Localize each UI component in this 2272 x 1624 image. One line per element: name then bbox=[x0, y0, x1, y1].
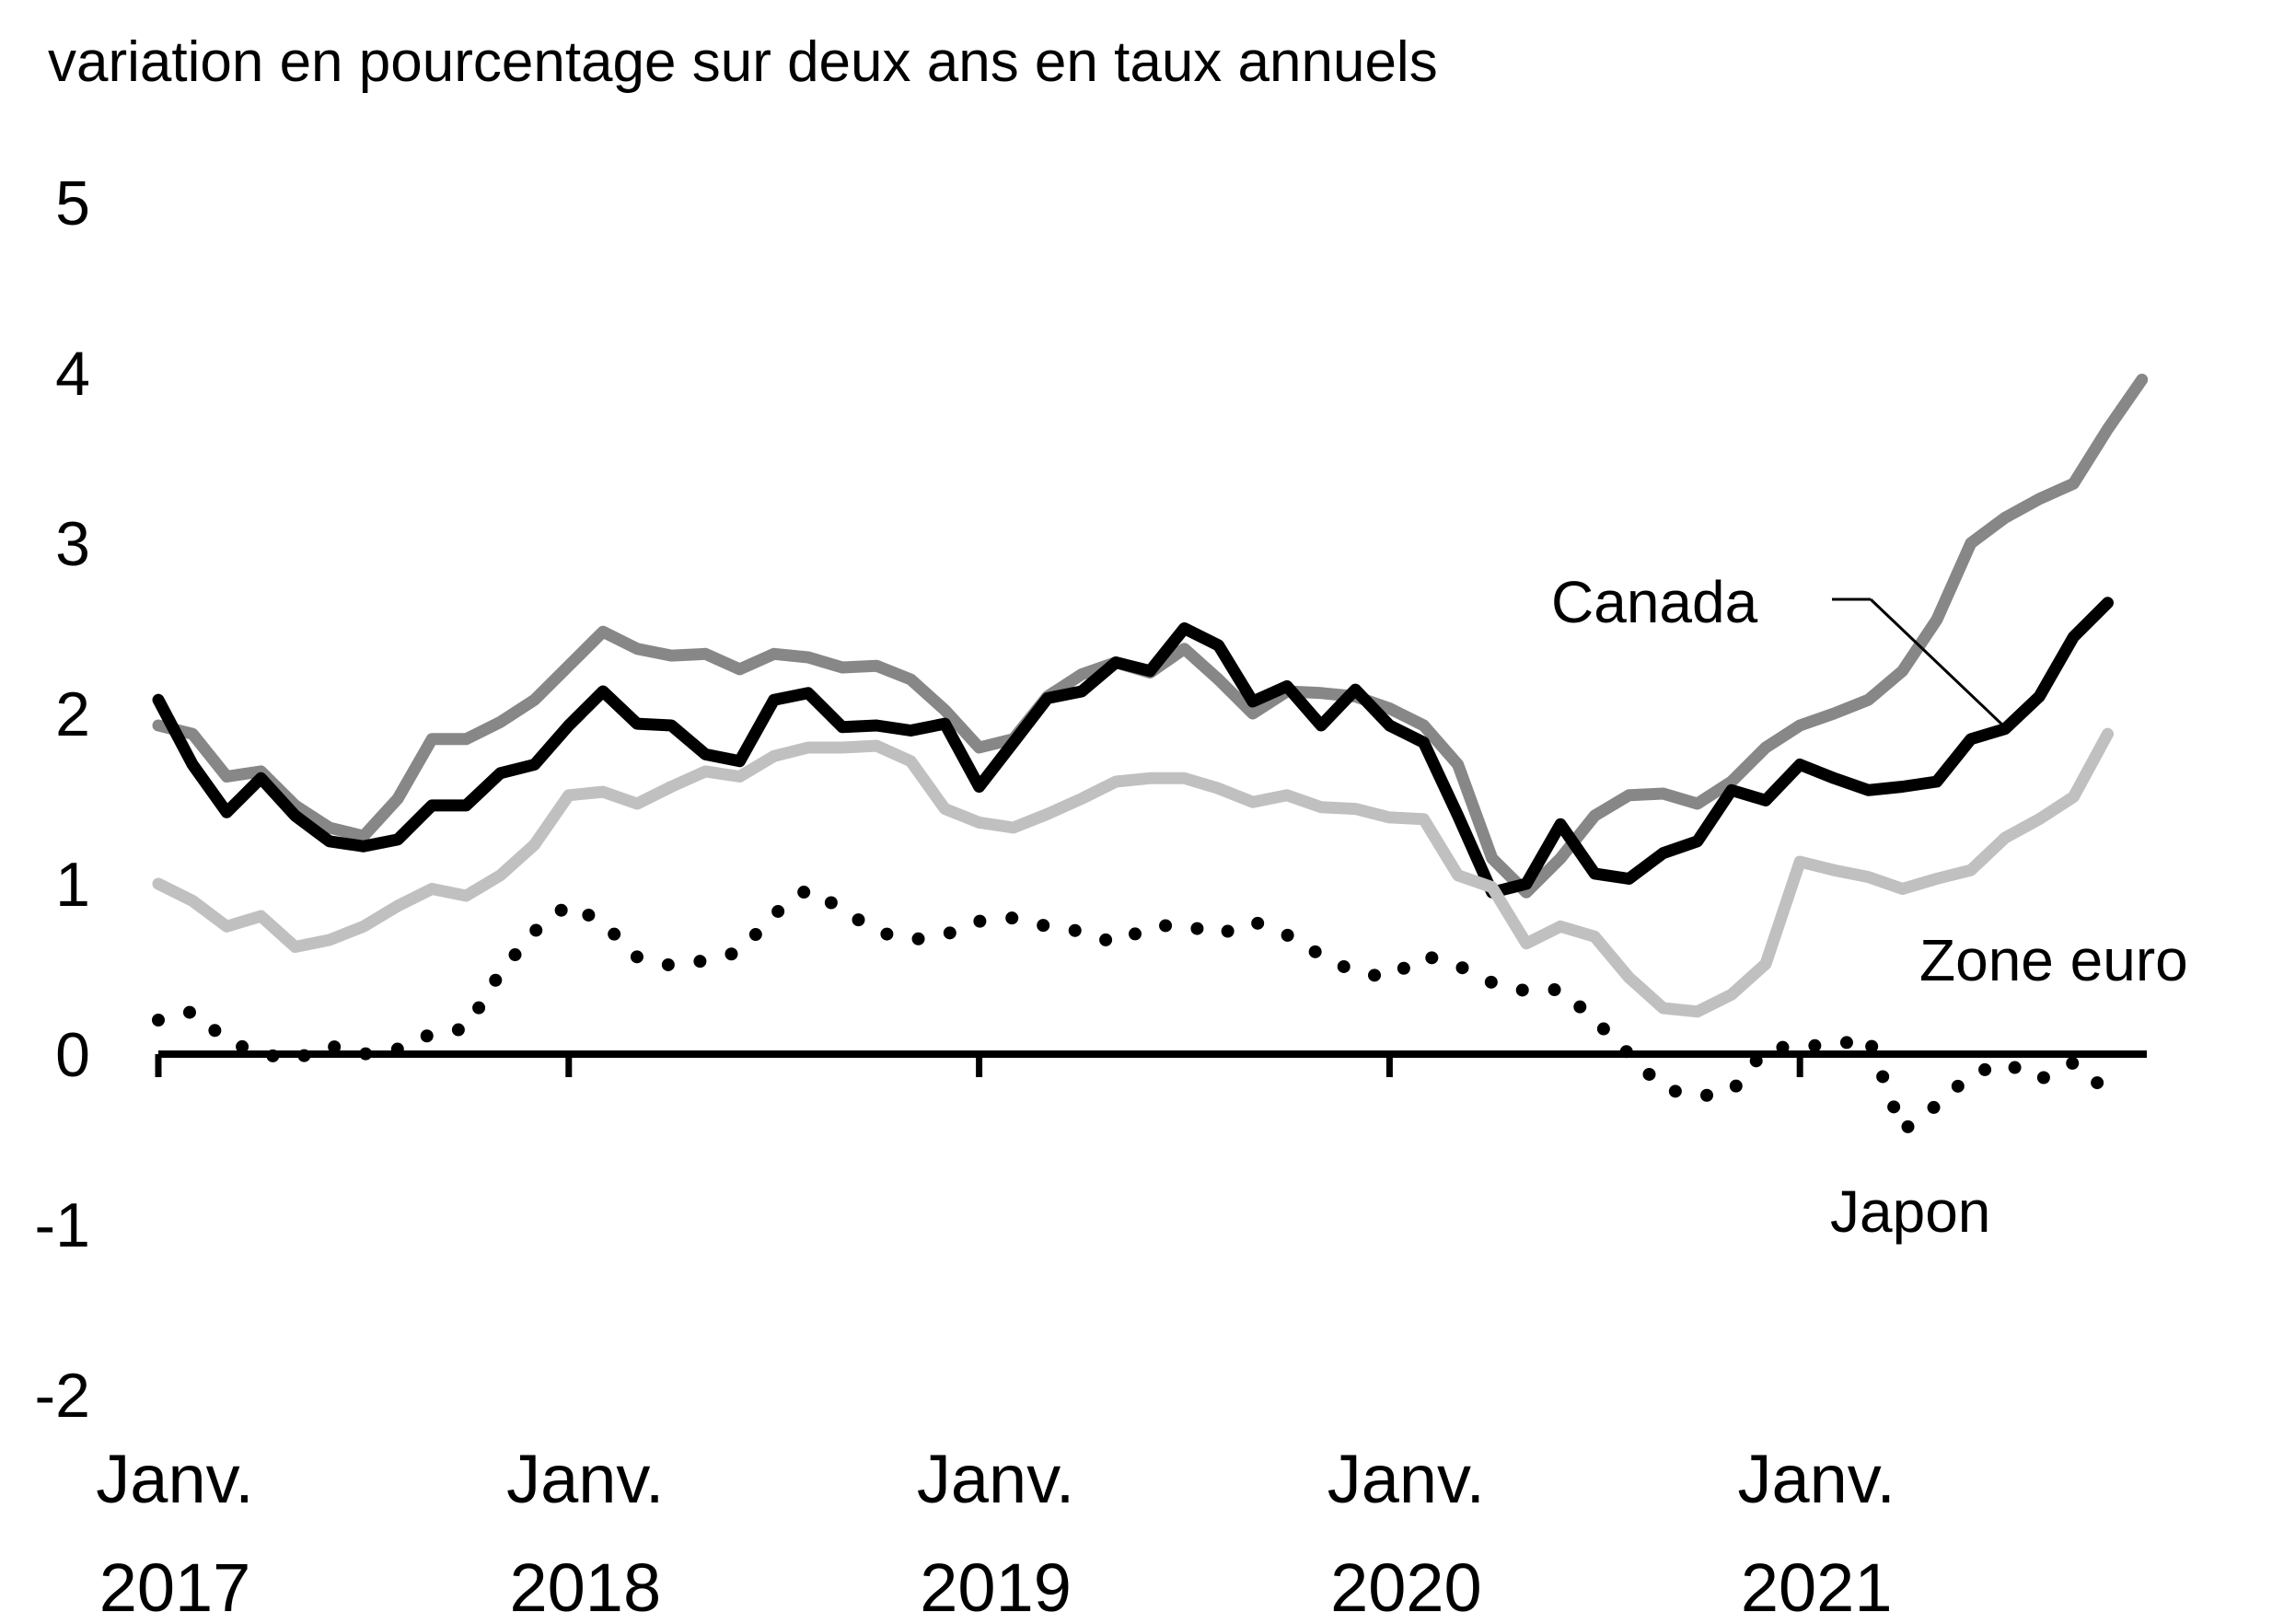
y-tick-label: -1 bbox=[35, 1190, 90, 1260]
y-tick-label: -2 bbox=[35, 1361, 90, 1431]
y-tick-label: 1 bbox=[55, 850, 90, 920]
y-tick-label: 3 bbox=[55, 509, 90, 579]
y-tick-label: 5 bbox=[55, 168, 90, 238]
annotation-canada: Canada bbox=[1551, 569, 1758, 635]
x-tick-label-month: Janv. bbox=[1327, 1441, 1485, 1517]
series-line-series-1 bbox=[152, 373, 2149, 899]
x-tick-label-month: Janv. bbox=[506, 1441, 664, 1517]
annotation-zone-euro: Zone euro bbox=[1919, 927, 2188, 993]
x-tick-marks bbox=[155, 1054, 1803, 1077]
y-tick-labels: 5 4 3 2 1 0 -1 -2 bbox=[35, 168, 90, 1431]
x-tick-label-year: 2021 bbox=[1741, 1549, 1893, 1624]
series-line-japon bbox=[152, 882, 2115, 1138]
x-tick-label-month: Janv. bbox=[96, 1441, 253, 1517]
x-tick-label-month: Janv. bbox=[1738, 1441, 1895, 1517]
x-tick-label-year: 2017 bbox=[99, 1549, 251, 1624]
series-layer bbox=[152, 373, 2149, 1138]
y-tick-label: 2 bbox=[55, 679, 90, 749]
y-axis-label: variation en pourcentage sur deux ans en… bbox=[48, 30, 1438, 94]
x-tick-label-month: Janv. bbox=[917, 1441, 1074, 1517]
y-tick-label: 4 bbox=[55, 339, 90, 409]
annotation-japon: Japon bbox=[1830, 1178, 1990, 1245]
y-tick-label: 0 bbox=[55, 1020, 90, 1090]
series-line-zone-euro bbox=[152, 727, 2114, 1018]
x-tick-label-year: 2020 bbox=[1330, 1549, 1482, 1624]
x-tick-label-year: 2019 bbox=[920, 1549, 1072, 1624]
series-line-canada bbox=[152, 597, 2114, 899]
canada-leader-line-diagonal bbox=[1869, 597, 2007, 729]
x-tick-label-year: 2018 bbox=[509, 1549, 661, 1624]
x-tick-labels: Janv. 2017 Janv. 2018 Janv. 2019 Janv. 2020 Janv… bbox=[96, 1441, 1895, 1624]
